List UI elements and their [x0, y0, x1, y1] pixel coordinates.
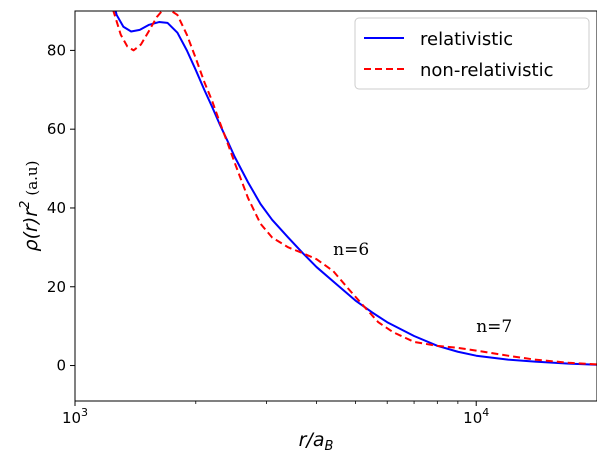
annotation-n6: n=6 — [333, 240, 369, 260]
x-axis-label: r/aB — [299, 429, 334, 453]
x-axis-label-sub: B — [324, 439, 333, 453]
y-tick-label: 0 — [56, 357, 66, 375]
legend: relativistic non-relativistic — [354, 17, 590, 90]
y-axis-label: ρ(r)r2 (a.u) — [18, 161, 42, 252]
plot-frame — [74, 10, 597, 402]
y-axis-label-main: ρ(r)r — [20, 208, 42, 252]
x-tick-label: 103 — [62, 406, 88, 427]
legend-label-relativistic: relativistic — [420, 29, 513, 50]
legend-box — [354, 17, 590, 90]
x-axis-label-main: r/a — [299, 429, 325, 451]
y-tick-label: 60 — [47, 120, 66, 138]
y-axis-label-sup: 2 — [18, 201, 33, 209]
annotation-n7: n=7 — [476, 317, 512, 337]
y-axis-label-unit: (a.u) — [23, 161, 41, 196]
y-tick-label: 80 — [47, 41, 66, 59]
x-tick-label: 104 — [463, 406, 489, 427]
series-line-non-relativistic — [112, 11, 597, 366]
y-tick-label: 20 — [47, 278, 66, 296]
y-tick-label: 40 — [47, 199, 66, 217]
legend-label-non-relativistic: non-relativistic — [420, 60, 553, 81]
